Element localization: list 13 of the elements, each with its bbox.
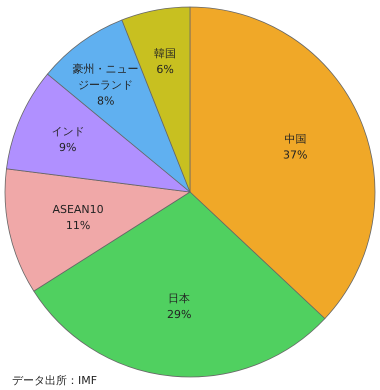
slice-label: ASEAN10 <box>52 203 104 216</box>
data-label: 37% <box>283 148 308 162</box>
data-label: 9% <box>59 141 76 154</box>
data-label: 29% <box>166 308 192 322</box>
data-label: 11% <box>66 219 90 232</box>
text: データ出所：IMF <box>12 374 98 387</box>
data-label: 6% <box>156 63 174 76</box>
slice-label: 豪州・ニュージーランド <box>72 62 139 92</box>
slice-label: 中国 <box>284 132 306 146</box>
data-label: 8% <box>96 94 114 108</box>
slice-label: インド <box>51 125 84 138</box>
slice-label: 日本 <box>168 292 190 306</box>
slice-label: 韓国 <box>154 47 176 60</box>
